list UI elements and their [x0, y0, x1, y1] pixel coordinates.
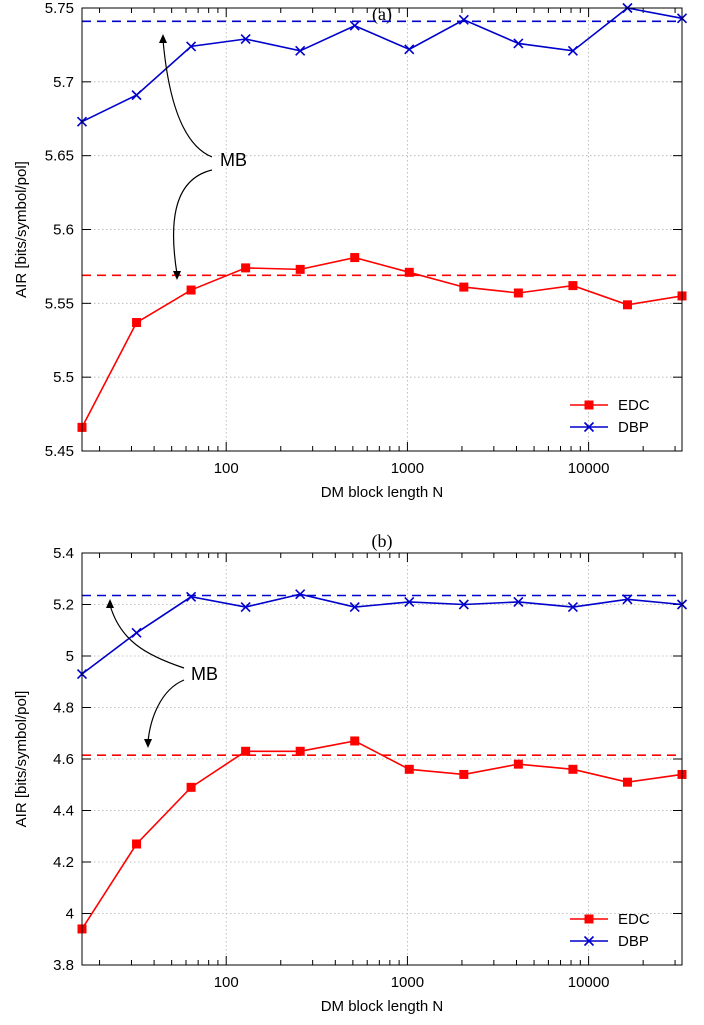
series-line-edc — [81, 740, 683, 930]
data-point — [131, 90, 142, 101]
data-point — [295, 746, 305, 756]
data-point — [186, 285, 196, 295]
x-tick-label: 100 — [214, 460, 239, 477]
y-tick-label: 4.8 — [53, 700, 74, 717]
data-point — [404, 764, 414, 774]
data-point — [349, 20, 360, 31]
data-point — [513, 38, 524, 49]
legend-marker — [584, 914, 594, 924]
legend-label-edc: EDC — [618, 911, 650, 928]
x-tick-label: 10000 — [568, 974, 610, 991]
annotation-arrow — [147, 679, 185, 743]
y-tick-label: 5.6 — [53, 222, 74, 239]
data-point — [241, 746, 251, 756]
legend-label-dbp: DBP — [618, 933, 649, 950]
y-axis-title: AIR [bits/symbol/pol] — [13, 161, 30, 298]
data-point — [513, 596, 524, 607]
data-point — [350, 253, 360, 263]
data-point — [567, 45, 578, 56]
panel-label: (a) — [372, 4, 392, 25]
y-tick-label: 4 — [66, 906, 74, 923]
data-point — [622, 777, 632, 787]
data-point — [295, 589, 306, 600]
panel-a: (a) 5.45 5.5 5.55 5.6 5.65 5.7 5.75 100 1000 10000… — [13, 0, 688, 501]
y-tick-label: 5.4 — [53, 545, 74, 562]
x-axis-title: DM block length N — [321, 484, 444, 501]
data-point — [622, 300, 632, 310]
y-axis-title: AIR [bits/symbol/pol] — [13, 691, 30, 828]
data-point — [132, 839, 142, 849]
data-point — [295, 264, 305, 274]
y-tick-label: 5.45 — [45, 443, 74, 460]
annotation-arrowhead — [106, 599, 114, 608]
plot-frame — [81, 552, 683, 966]
data-point — [132, 318, 142, 328]
y-tick-label: 5 — [66, 648, 74, 665]
y-tick-label: 5.55 — [45, 295, 74, 312]
data-point — [459, 769, 469, 779]
annotation-arrow — [173, 169, 213, 275]
data-point — [186, 591, 197, 602]
legend-label-dbp: DBP — [618, 419, 649, 436]
y-tick-label: 5.65 — [45, 148, 74, 165]
annotation-arrow — [162, 39, 213, 158]
annotation-mb: MB — [220, 150, 247, 170]
data-point — [568, 281, 578, 291]
data-point — [404, 596, 415, 607]
data-point — [513, 759, 523, 769]
x-tick-label: 100 — [214, 974, 239, 991]
plot-frame — [81, 7, 683, 452]
data-point — [404, 44, 415, 55]
x-axis-title: DM block length N — [321, 998, 444, 1015]
y-tick-label: 4.2 — [53, 854, 74, 871]
data-point — [350, 736, 360, 746]
y-tick-label: 3.8 — [53, 957, 74, 974]
data-point — [131, 627, 142, 638]
legend-marker — [583, 935, 595, 947]
data-point — [622, 594, 633, 605]
y-tick-label: 5.75 — [45, 0, 74, 17]
y-tick-label: 5.2 — [53, 597, 74, 614]
data-point — [513, 288, 523, 298]
data-point — [349, 602, 360, 613]
panel-b: (b) 3.8 4 4.2 4.4 4.6 4.8 5 5.2 5.4 100 1000 10000 DM… — [13, 531, 688, 1015]
y-tick-label: 4.6 — [53, 751, 74, 768]
data-point — [240, 33, 251, 45]
data-point — [186, 782, 196, 792]
data-point — [186, 41, 197, 52]
x-tick-label: 10000 — [568, 460, 610, 477]
y-tick-label: 5.7 — [53, 74, 74, 91]
data-point — [458, 599, 469, 610]
annotation-arrowhead — [159, 34, 167, 43]
legend-marker — [583, 421, 595, 433]
data-point — [568, 764, 578, 774]
series-line-dbp — [81, 7, 683, 123]
legend-marker — [584, 400, 594, 410]
data-point — [240, 602, 251, 613]
x-tick-label: 1000 — [391, 460, 424, 477]
series-line-edc — [81, 256, 683, 428]
legend-label-edc: EDC — [618, 397, 650, 414]
data-point — [458, 14, 469, 25]
annotation-arrow — [109, 604, 185, 669]
data-point — [404, 267, 414, 277]
series-line-dbp — [81, 593, 683, 675]
data-point — [567, 602, 578, 613]
annotation-mb: MB — [191, 664, 218, 684]
y-tick-label: 4.4 — [53, 803, 74, 820]
panel-label: (b) — [372, 531, 393, 552]
data-point — [295, 45, 306, 56]
data-point — [459, 282, 469, 292]
x-tick-label: 1000 — [391, 974, 424, 991]
annotation-arrowhead — [144, 739, 152, 748]
data-point — [241, 263, 251, 273]
y-tick-label: 5.5 — [53, 369, 74, 386]
annotation-arrowhead — [173, 271, 181, 280]
